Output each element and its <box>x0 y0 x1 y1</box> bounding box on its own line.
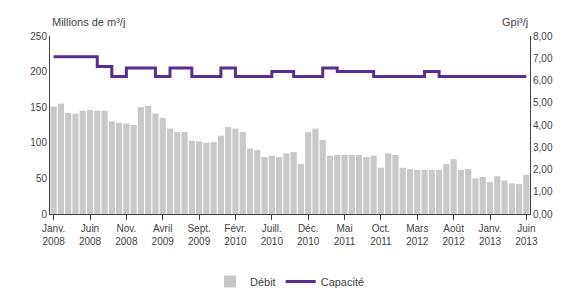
svg-text:Sept.2009: Sept.2009 <box>187 223 210 247</box>
svg-text:Avril2009: Avril2009 <box>152 223 175 247</box>
svg-text:Millions de m³/j: Millions de m³/j <box>52 16 125 28</box>
svg-text:5,00: 5,00 <box>533 97 553 108</box>
svg-text:6,00: 6,00 <box>533 75 553 86</box>
svg-text:4,00: 4,00 <box>533 120 553 131</box>
svg-text:Débit: Débit <box>250 276 276 288</box>
svg-text:Juill.2010: Juill.2010 <box>261 223 284 247</box>
svg-text:Juin2008: Juin2008 <box>79 223 102 247</box>
svg-text:Déc.2010: Déc.2010 <box>297 223 320 247</box>
svg-text:Juin2013: Juin2013 <box>515 223 538 247</box>
svg-text:3,00: 3,00 <box>533 142 553 153</box>
svg-text:250: 250 <box>30 31 47 42</box>
svg-text:Mai2011: Mai2011 <box>334 223 356 247</box>
svg-text:Janv.2008: Janv.2008 <box>42 223 65 247</box>
svg-text:Nov.2008: Nov.2008 <box>115 223 138 247</box>
svg-text:Mars2012: Mars2012 <box>406 223 429 247</box>
svg-text:150: 150 <box>30 102 47 113</box>
svg-text:0,00: 0,00 <box>533 209 553 220</box>
svg-text:7,00: 7,00 <box>533 53 553 64</box>
svg-text:8,00: 8,00 <box>533 31 553 42</box>
svg-text:Févr.2010: Févr.2010 <box>224 223 247 247</box>
svg-text:Août2012: Août2012 <box>443 223 466 247</box>
svg-text:100: 100 <box>30 137 47 148</box>
svg-text:Capacité: Capacité <box>321 276 364 288</box>
svg-text:Oct.2011: Oct.2011 <box>370 223 392 247</box>
svg-text:0: 0 <box>41 209 47 220</box>
svg-text:50: 50 <box>36 173 48 184</box>
svg-text:200: 200 <box>30 66 47 77</box>
svg-text:Janv.2013: Janv.2013 <box>478 223 501 247</box>
svg-text:2,00: 2,00 <box>533 164 553 175</box>
svg-text:1,00: 1,00 <box>533 186 553 197</box>
svg-text:Gpi³/j: Gpi³/j <box>502 16 528 28</box>
